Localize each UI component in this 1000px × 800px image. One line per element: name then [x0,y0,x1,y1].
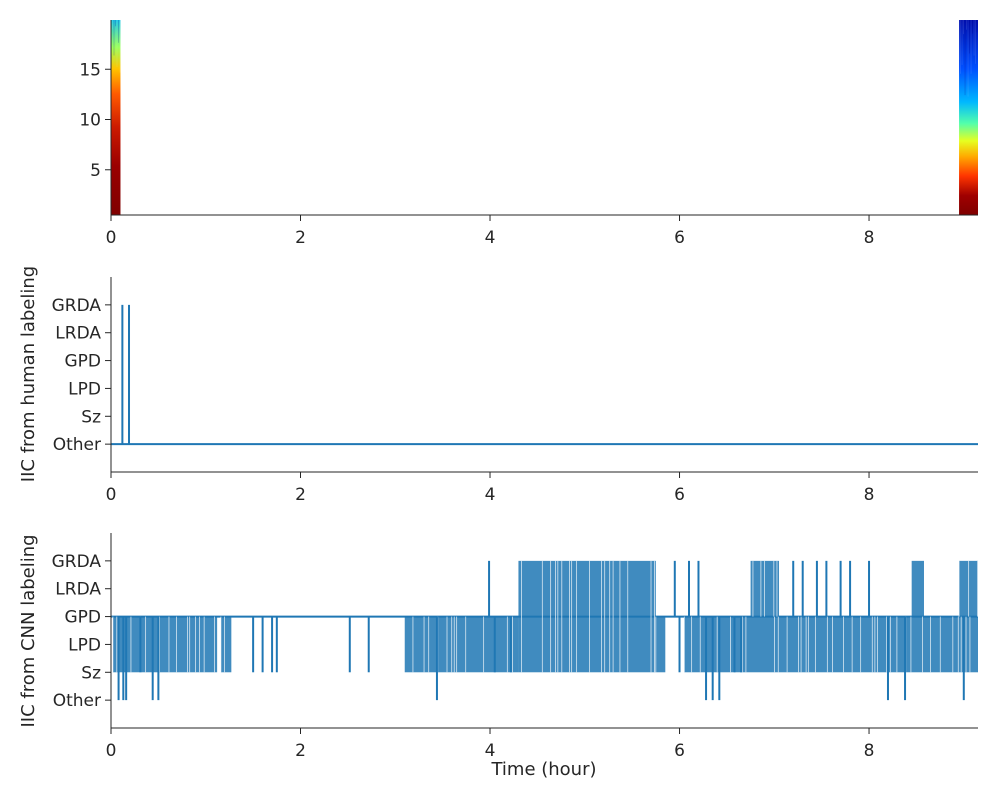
y-tick-label: LPD [68,635,101,655]
cnn-labeling-series [111,560,978,701]
x-tick-label: 8 [864,485,875,505]
x-tick-label: 4 [485,741,496,761]
y-tick-label: LRDA [55,324,101,344]
x-tick-label: 8 [864,228,875,248]
cnn-labeling-panel: IIC from CNN labeling Time (hour) 0 2 4 6 8 O… [18,533,978,780]
dense-segment [404,616,519,673]
cnn-ylabel: IIC from CNN labeling [18,534,39,727]
dense-segment [684,616,978,673]
spectrogram-axes: 0 2 4 6 8 5 10 15 [79,20,978,248]
dense-segment [655,616,666,673]
y-tick-label: Other [53,691,101,711]
dense-segment [911,560,924,617]
y-tick-label: 15 [79,60,101,80]
y-tick-label: GPD [64,608,101,628]
x-tick-label: 6 [674,741,685,761]
x-tick-label: 8 [864,741,875,761]
y-tick-label: LRDA [55,580,101,600]
y-tick-label: GRDA [52,296,102,316]
human-labeling-axes: 0 2 4 6 8 Other Sz LPD GPD LRDA GRDA [52,277,978,505]
y-tick-label: 5 [90,161,101,181]
human-labeling-series [111,304,978,446]
spectrogram-cells [110,20,978,215]
y-tick-label: GPD [64,352,101,372]
dense-segment [112,616,218,673]
x-tick-label: 4 [485,228,496,248]
y-tick-label: GRDA [52,552,102,572]
x-tick-label: 0 [106,741,117,761]
human-ylabel: IIC from human labeling [18,266,39,482]
x-tick-label: 2 [295,228,306,248]
y-tick-label: 10 [79,111,101,131]
y-tick-label: Sz [81,663,101,683]
spectrogram-panel: 0 2 4 6 8 5 10 15 [79,20,978,248]
x-tick-label: 6 [674,485,685,505]
x-tick-label: 6 [674,228,685,248]
dense-segment [518,560,656,673]
dense-segment [220,616,232,673]
cnn-xlabel: Time (hour) [490,759,596,780]
y-tick-label: Sz [81,407,101,427]
y-tick-label: LPD [68,379,101,399]
x-tick-label: 2 [295,485,306,505]
human-labeling-panel: IIC from human labeling 0 2 4 6 8 Other Sz LPD G… [18,266,978,505]
x-tick-label: 4 [485,485,496,505]
x-tick-label: 0 [106,228,117,248]
cnn-labeling-axes: 0 2 4 6 8 Other Sz LPD GPD LRDA GRDA [52,533,978,761]
y-tick-label: Other [53,435,101,455]
spectrogram-block [111,20,121,215]
dense-segment [750,560,780,617]
x-tick-label: 0 [106,485,117,505]
x-tick-label: 2 [295,741,306,761]
spectrogram-block [959,20,978,215]
